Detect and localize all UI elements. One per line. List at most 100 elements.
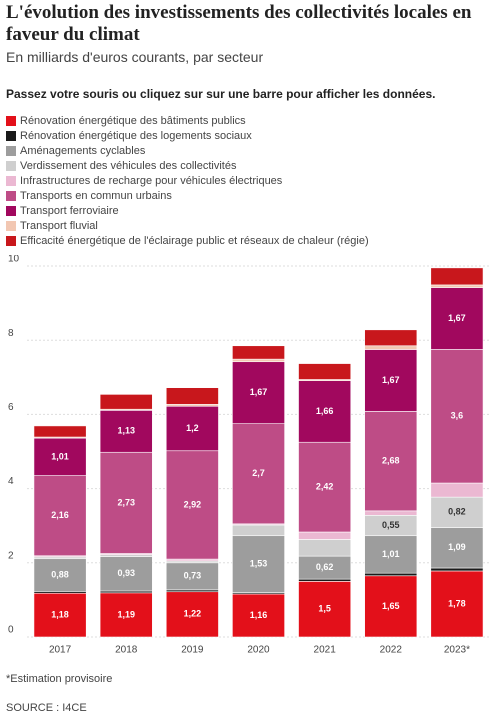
- legend-label: Aménagements cyclables: [20, 144, 146, 157]
- bar-segment: [232, 524, 285, 537]
- bar-segment: [99, 394, 153, 410]
- instruction: Passez votre souris ou cliquez sur sur u…: [6, 87, 436, 101]
- legend-item: Efficacité énergétique de l'éclairage pu…: [6, 233, 369, 248]
- bar-segment: [99, 410, 153, 453]
- legend-item: Infrastructures de recharge pour véhicul…: [6, 173, 369, 188]
- value-label: 2,42: [316, 481, 334, 491]
- legend-swatch: [6, 175, 16, 186]
- bar-segment: [165, 450, 219, 560]
- value-label: 1,22: [184, 609, 202, 619]
- bar-segment: [298, 380, 352, 443]
- value-label: 1,67: [382, 375, 400, 385]
- legend-swatch: [6, 145, 16, 156]
- bar-segment: [298, 581, 352, 638]
- bar-segment: [430, 527, 484, 569]
- y-tick-label: 8: [8, 328, 14, 339]
- bar-segment: [430, 284, 484, 288]
- value-label: 0,82: [448, 507, 466, 517]
- legend-label: Transport fluvial: [20, 219, 98, 232]
- legend-label: Transports en commun urbains: [20, 189, 172, 202]
- value-label: 1,09: [448, 542, 466, 552]
- bar-segment: [33, 437, 87, 476]
- value-label: 0,62: [316, 562, 334, 572]
- legend-swatch: [6, 220, 16, 231]
- legend-label: Infrastructures de recharge pour véhicul…: [20, 174, 283, 187]
- value-label: 1,67: [448, 313, 466, 323]
- bar-segment: [430, 482, 484, 498]
- value-label: 1,01: [51, 451, 69, 461]
- bar-segment: [298, 441, 352, 533]
- bar-segment: [298, 363, 352, 380]
- bar-segment: [165, 387, 219, 405]
- value-label: 1,01: [382, 549, 400, 559]
- legend-label: Transport ferroviaire: [20, 204, 119, 217]
- legend-swatch: [6, 130, 16, 141]
- y-tick-label: 10: [8, 255, 20, 265]
- value-label: 1,18: [51, 609, 69, 619]
- x-tick-label: 2023*: [444, 645, 470, 656]
- legend-item: Verdissement des véhicules des collectiv…: [6, 158, 369, 173]
- value-label: 1,2: [186, 423, 199, 433]
- x-tick-label: 2021: [314, 645, 337, 656]
- legend-label: Efficacité énergétique de l'éclairage pu…: [20, 234, 369, 247]
- legend-label: Rénovation énergétique des logements soc…: [20, 129, 252, 142]
- value-label: 1,19: [117, 609, 135, 619]
- x-tick-label: 2018: [115, 645, 138, 656]
- bar-segment: [33, 475, 87, 557]
- value-label: 1,13: [117, 426, 135, 436]
- bar-segment: [33, 425, 87, 438]
- value-label: 2,68: [382, 456, 400, 466]
- bar-segment: [364, 572, 418, 577]
- bar-segment: [430, 349, 484, 484]
- value-label: 2,73: [117, 497, 135, 507]
- value-label: 1,53: [250, 558, 268, 568]
- value-label: 0,55: [382, 520, 400, 530]
- y-tick-label: 0: [8, 625, 14, 636]
- value-label: 2,16: [51, 510, 69, 520]
- legend-item: Transport ferroviaire: [6, 203, 369, 218]
- legend-label: Rénovation énergétique des bâtiments pub…: [20, 114, 246, 127]
- value-label: 1,78: [448, 598, 466, 608]
- bar-segment: [99, 451, 153, 554]
- legend-item: Aménagements cyclables: [6, 143, 369, 158]
- value-label: 3,6: [451, 411, 464, 421]
- legend-item: Rénovation énergétique des logements soc…: [6, 128, 369, 143]
- value-label: 1,67: [250, 387, 268, 397]
- bar-segment: [165, 562, 219, 591]
- x-tick-label: 2019: [181, 645, 204, 656]
- y-tick-label: 4: [8, 476, 14, 487]
- value-label: 1,16: [250, 610, 268, 620]
- value-label: 1,66: [316, 406, 334, 416]
- bar-segment: [232, 358, 285, 363]
- legend-swatch: [6, 160, 16, 171]
- legend: Rénovation énergétique des bâtiments pub…: [6, 113, 369, 248]
- legend-item: Transport fluvial: [6, 218, 369, 233]
- bar-segment: [232, 345, 285, 360]
- x-tick-label: 2022: [380, 645, 403, 656]
- value-label: 0,88: [51, 569, 69, 579]
- value-label: 0,93: [117, 568, 135, 578]
- bar-segment: [364, 329, 418, 347]
- legend-swatch: [6, 205, 16, 216]
- value-label: 1,65: [382, 601, 400, 611]
- chart-title: L'évolution des investissements des coll…: [6, 2, 472, 45]
- chart-subtitle: En milliards d'euros courants, par secte…: [6, 49, 264, 65]
- bar-segment: [430, 267, 484, 286]
- value-label: 2,7: [252, 468, 265, 478]
- y-tick-label: 6: [8, 402, 14, 413]
- bar-segment: [364, 349, 418, 412]
- bar-segment: [232, 361, 285, 424]
- bar-segment: [232, 593, 285, 638]
- legend-label: Verdissement des véhicules des collectiv…: [20, 159, 237, 172]
- chart: 0 2 4 6 8 10 1,18 0,88 2,16 1,01 2017 1,19 0,93 2,73 1…: [8, 255, 490, 656]
- bar-segment: [364, 575, 418, 638]
- bar-segment: [364, 411, 418, 512]
- source: SOURCE : I4CE: [6, 702, 87, 714]
- bar-segment: [232, 535, 285, 593]
- bar-segment: [364, 345, 418, 350]
- x-tick-label: 2017: [49, 645, 72, 656]
- bar-segment: [298, 578, 352, 582]
- value-label: 2,92: [184, 499, 202, 509]
- y-tick-label: 2: [8, 550, 14, 561]
